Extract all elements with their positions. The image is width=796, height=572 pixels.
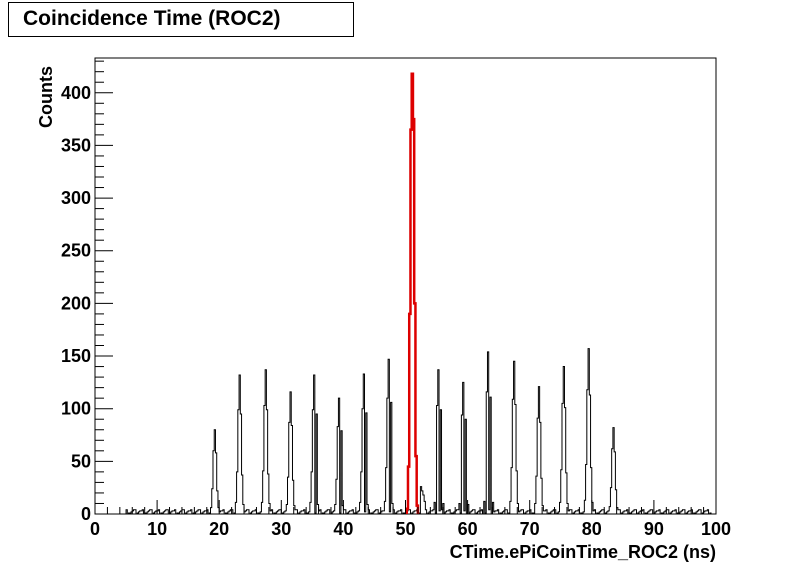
x-tick-label: 80: [582, 519, 602, 539]
x-tick-label: 60: [458, 519, 478, 539]
x-axis-label: CTime.ePiCoinTime_ROC2 (ns): [450, 542, 716, 562]
x-tick-label: 30: [271, 519, 291, 539]
histogram-line-red: [405, 72, 420, 514]
chart-title-box: Coincidence Time (ROC2): [8, 2, 354, 37]
chart-title: Coincidence Time (ROC2): [23, 7, 281, 30]
x-tick-label: 20: [209, 519, 229, 539]
y-axis-ticks: 0 50 100 150 200 250 300 350 400: [61, 60, 113, 524]
x-axis-ticks: 0 10 20 30 40 50 60 70 80 90 100: [90, 500, 731, 539]
y-tick-label: 200: [61, 293, 91, 313]
series-red-peak: [405, 72, 420, 514]
y-tick-label: 250: [61, 241, 91, 261]
series-black-histogram: [95, 348, 716, 515]
y-tick-label: 300: [61, 188, 91, 208]
x-tick-label: 70: [520, 519, 540, 539]
x-tick-label: 10: [147, 519, 167, 539]
plot-area-border: [94, 57, 717, 515]
y-axis-label: Counts: [36, 66, 56, 128]
x-tick-label: 40: [333, 519, 353, 539]
y-tick-label: 50: [71, 451, 91, 471]
x-tick-label: 100: [701, 519, 731, 539]
x-tick-label: 90: [644, 519, 664, 539]
plot-frame: [94, 57, 717, 515]
y-tick-label: 100: [61, 399, 91, 419]
histogram-line-black: [95, 348, 716, 515]
y-tick-label: 0: [81, 504, 91, 524]
y-tick-label: 400: [61, 83, 91, 103]
y-tick-label: 350: [61, 135, 91, 155]
x-tick-label: 0: [90, 519, 100, 539]
x-tick-label: 50: [395, 519, 415, 539]
y-tick-label: 150: [61, 346, 91, 366]
